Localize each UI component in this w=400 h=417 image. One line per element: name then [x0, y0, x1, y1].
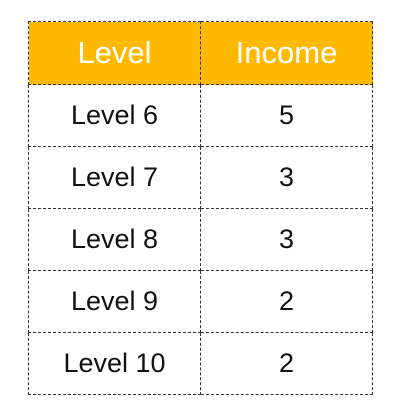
table-row: Level 8 3 [28, 208, 373, 271]
level-cell: Level 10 [28, 332, 201, 395]
income-cell: 2 [200, 332, 373, 395]
table-row: Level 9 2 [28, 270, 373, 333]
level-cell: Level 7 [28, 146, 201, 209]
level-cell: Level 6 [28, 84, 201, 147]
table-row: Level 6 5 [28, 84, 373, 147]
level-cell: Level 8 [28, 208, 201, 271]
table-row: Level 7 3 [28, 146, 373, 209]
income-cell: 3 [200, 146, 373, 209]
table-row: Level 10 2 [28, 332, 373, 395]
column-header-income: Income [200, 21, 373, 85]
income-cell: 2 [200, 270, 373, 333]
table-header-row: Level Income [28, 21, 373, 85]
table-container: Level Income Level 6 5 Level 7 3 Level 8… [28, 21, 373, 395]
level-income-table: Level Income Level 6 5 Level 7 3 Level 8… [28, 21, 373, 395]
income-cell: 3 [200, 208, 373, 271]
level-cell: Level 9 [28, 270, 201, 333]
income-cell: 5 [200, 84, 373, 147]
column-header-level: Level [28, 21, 201, 85]
